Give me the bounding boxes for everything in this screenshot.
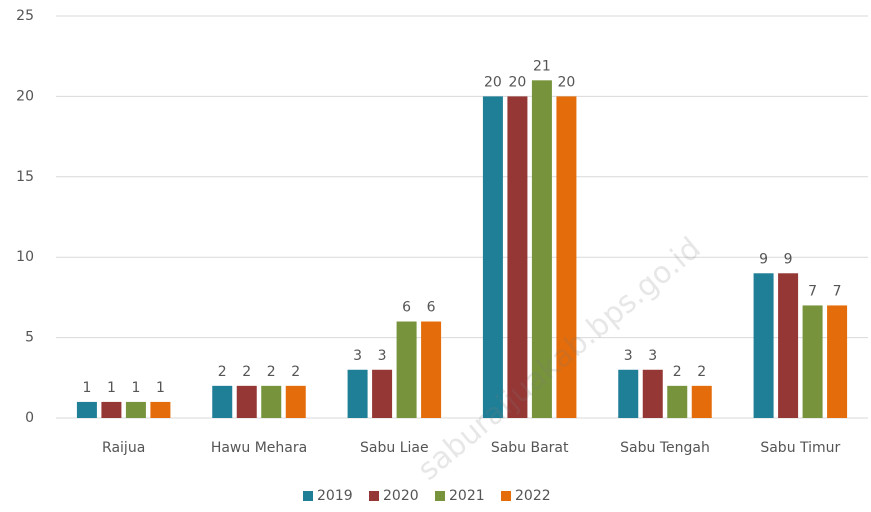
value-label: 2 [673, 364, 682, 380]
value-label: 1 [156, 380, 165, 396]
legend-label: 2021 [449, 488, 485, 504]
bar [125, 401, 146, 418]
legend-label: 2022 [515, 488, 551, 504]
legend-swatch [501, 491, 511, 501]
bar [76, 401, 97, 418]
bar [347, 369, 368, 418]
bar [802, 305, 823, 418]
y-tick-label: 0 [25, 410, 34, 426]
legend-swatch [435, 491, 445, 501]
y-tick-label: 20 [16, 88, 34, 104]
value-label: 20 [509, 74, 527, 90]
bar [101, 401, 122, 418]
value-label: 3 [378, 348, 387, 364]
value-label: 20 [484, 74, 502, 90]
bar [482, 96, 503, 419]
y-tick-label: 10 [16, 249, 34, 265]
bar [261, 385, 282, 418]
value-label: 3 [624, 348, 633, 364]
value-label: 9 [759, 251, 768, 267]
value-label: 3 [353, 348, 362, 364]
value-label: 1 [82, 380, 91, 396]
bar [667, 385, 688, 418]
bar [396, 321, 417, 418]
bar [556, 96, 577, 419]
value-label: 2 [218, 364, 227, 380]
legend-swatch [303, 491, 313, 501]
bar [778, 273, 799, 418]
value-label: 9 [784, 251, 793, 267]
x-tick-label: Sabu Liae [360, 440, 429, 456]
value-label: 7 [808, 283, 817, 299]
x-tick-label: Sabu Timur [760, 440, 840, 456]
x-tick-label: Sabu Tengah [620, 440, 710, 456]
x-tick-label: Raijua [102, 440, 145, 456]
y-tick-label: 5 [25, 330, 34, 346]
value-label: 21 [533, 58, 551, 74]
value-label: 2 [697, 364, 706, 380]
y-tick-label: 15 [16, 169, 34, 185]
bar [827, 305, 848, 418]
value-label: 1 [107, 380, 116, 396]
value-label: 6 [427, 300, 436, 316]
bar [236, 385, 257, 418]
value-label: 2 [242, 364, 251, 380]
bar [531, 80, 552, 418]
legend-label: 2019 [317, 488, 353, 504]
value-label: 3 [648, 348, 657, 364]
legend-swatch [369, 491, 379, 501]
bar [212, 385, 233, 418]
legend-label: 2020 [383, 488, 419, 504]
value-label: 2 [267, 364, 276, 380]
bar [642, 369, 663, 418]
y-tick-label: 25 [16, 8, 34, 24]
bar [753, 273, 774, 418]
value-label: 1 [131, 380, 140, 396]
bar [691, 385, 712, 418]
bar [150, 401, 171, 418]
bar [507, 96, 528, 419]
x-tick-label: Hawu Mehara [211, 440, 307, 456]
bar [372, 369, 393, 418]
value-label: 7 [833, 283, 842, 299]
value-label: 6 [402, 300, 411, 316]
bar [618, 369, 639, 418]
x-tick-label: Sabu Barat [491, 440, 569, 456]
bar [285, 385, 306, 418]
value-label: 2 [291, 364, 300, 380]
bar [421, 321, 442, 418]
value-label: 20 [558, 74, 576, 90]
